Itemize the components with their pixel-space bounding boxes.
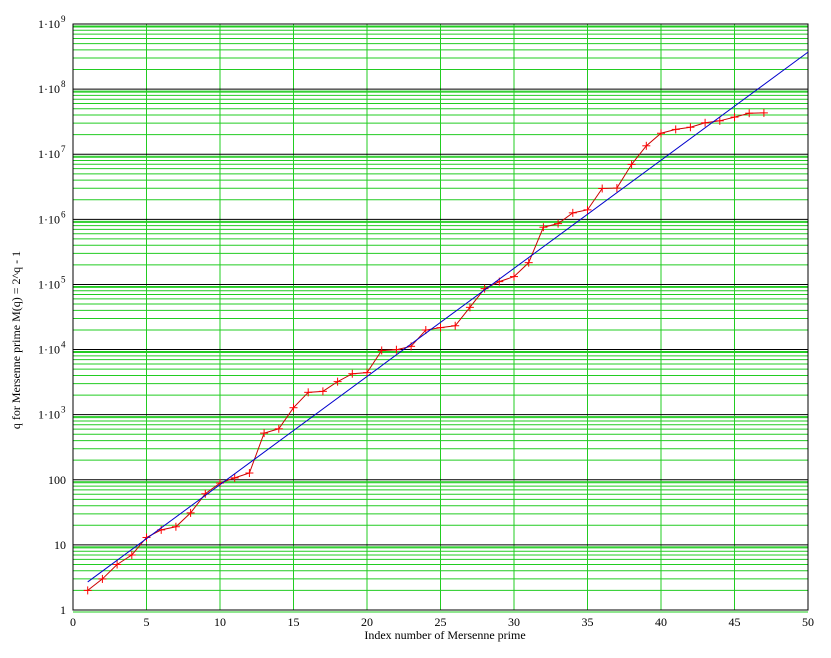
data-point — [671, 125, 680, 134]
x-tick-label: 10 — [214, 615, 226, 629]
y-tick-exponent: 3 — [61, 405, 66, 415]
data-point — [260, 429, 269, 438]
data-point — [186, 508, 195, 517]
data-point — [377, 346, 386, 355]
y-tick-exponent: 6 — [61, 209, 66, 219]
data-point — [745, 109, 754, 118]
data-point — [171, 522, 180, 531]
x-tick-label: 0 — [70, 615, 76, 629]
data-point — [289, 403, 298, 412]
data-point — [318, 387, 327, 396]
data-point — [715, 116, 724, 125]
data-point — [465, 303, 474, 312]
x-tick-label: 25 — [435, 615, 447, 629]
plot-border — [72, 23, 809, 611]
data-point — [392, 345, 401, 354]
y-tick-label: 1·10 — [38, 277, 60, 291]
data-point — [363, 368, 371, 377]
data-point — [627, 160, 636, 169]
data-point — [436, 323, 445, 332]
data-point — [510, 272, 518, 281]
data-point — [730, 113, 739, 122]
data-point — [451, 321, 460, 330]
data-point — [230, 473, 239, 482]
x-tick-label: 40 — [655, 615, 667, 629]
x-tick-label: 5 — [144, 615, 150, 629]
y-axis-label: q for Mersenne prime M(q) = 2^q - 1 — [9, 251, 23, 429]
data-point — [333, 377, 342, 386]
x-tick-label: 35 — [582, 615, 594, 629]
data-point — [583, 205, 592, 214]
data-point — [686, 123, 695, 132]
grid — [72, 23, 809, 613]
y-tick-label: 100 — [48, 473, 66, 487]
x-axis-label: Index number of Mersenne prime — [364, 628, 525, 642]
y-tick-exponent: 7 — [61, 144, 66, 154]
x-tick-labels: 0 5 10 15 20 25 30 35 40 45 50 — [70, 615, 814, 629]
y-tick-exponent: 4 — [61, 340, 66, 350]
y-tick-label: 1·10 — [38, 17, 60, 31]
data-point — [142, 533, 151, 542]
data-point — [274, 424, 283, 433]
x-tick-label: 20 — [361, 615, 373, 629]
plot-frame — [72, 23, 809, 611]
data-point — [701, 118, 710, 127]
trend-line — [87, 51, 809, 583]
data-point — [612, 184, 621, 193]
data-point — [539, 223, 548, 232]
y-tick-label: 10 — [54, 538, 66, 552]
x-tick-label: 30 — [508, 615, 520, 629]
y-tick-label: 1·10 — [38, 408, 60, 422]
series-layer — [83, 51, 809, 595]
y-tick-label: 1·10 — [38, 147, 60, 161]
y-tick-exponent: 5 — [61, 274, 66, 284]
data-point — [524, 258, 533, 267]
x-tick-label: 50 — [802, 615, 814, 629]
data-point — [348, 369, 357, 378]
y-tick-label: 1·10 — [38, 82, 60, 96]
y-tick-label: 1·10 — [38, 343, 60, 357]
data-point — [554, 219, 563, 228]
data-point — [245, 469, 254, 478]
x-tick-label: 15 — [288, 615, 300, 629]
data-point — [642, 141, 651, 150]
data-point — [98, 574, 107, 583]
x-tick-label: 45 — [729, 615, 741, 629]
data-point — [127, 550, 136, 559]
data-point — [83, 586, 92, 595]
y-tick-exponent: 9 — [61, 14, 66, 24]
y-tick-label: 1·10 — [38, 212, 60, 226]
data-point — [598, 184, 607, 193]
data-point — [657, 129, 665, 138]
data-point — [113, 560, 122, 569]
data-point — [759, 108, 768, 117]
y-tick-label: 1 — [60, 603, 66, 617]
y-tick-exponent: 8 — [61, 79, 66, 89]
data-point — [304, 388, 313, 397]
data-point — [568, 208, 577, 217]
